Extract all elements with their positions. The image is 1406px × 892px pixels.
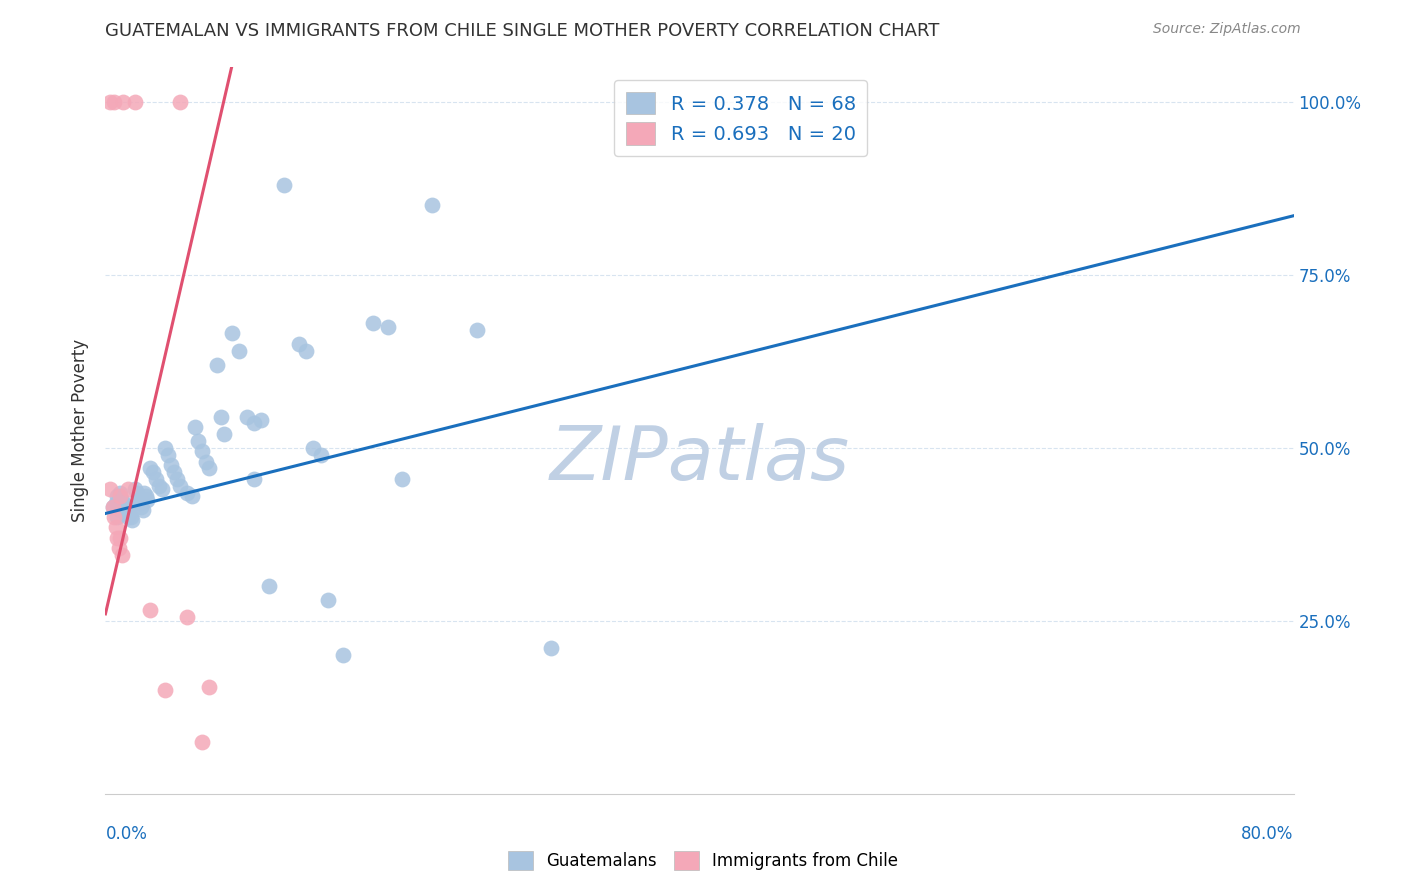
Point [316, 593, 339, 607]
Y-axis label: Single Mother Poverty: Single Mother Poverty [72, 339, 90, 522]
Point [114, 507, 136, 521]
Point [169, 95, 191, 109]
Point [332, 648, 354, 663]
Point [176, 485, 198, 500]
Point [110, 489, 132, 503]
Point [142, 465, 165, 479]
Point [243, 417, 266, 431]
Point [127, 489, 149, 503]
Point [302, 441, 325, 455]
Point [163, 465, 186, 479]
Point [257, 579, 280, 593]
Point [540, 641, 562, 656]
Point [377, 319, 399, 334]
Point [139, 461, 162, 475]
Legend: Guatemalans, Immigrants from Chile: Guatemalans, Immigrants from Chile [502, 844, 904, 877]
Point [121, 513, 143, 527]
Point [183, 420, 205, 434]
Point [166, 472, 188, 486]
Point [198, 461, 221, 475]
Point [114, 503, 136, 517]
Point [117, 482, 139, 496]
Point [153, 683, 176, 698]
Point [105, 531, 128, 545]
Point [169, 479, 191, 493]
Text: Source: ZipAtlas.com: Source: ZipAtlas.com [1153, 22, 1301, 37]
Text: 80.0%: 80.0% [1241, 825, 1294, 843]
Point [250, 413, 273, 427]
Point [132, 485, 155, 500]
Point [125, 485, 148, 500]
Point [108, 500, 131, 514]
Point [105, 510, 128, 524]
Point [129, 500, 152, 514]
Point [118, 507, 141, 521]
Point [198, 680, 221, 694]
Point [110, 531, 132, 545]
Point [117, 510, 139, 524]
Point [124, 95, 146, 109]
Point [104, 520, 127, 534]
Text: 0.0%: 0.0% [105, 825, 148, 843]
Point [145, 472, 167, 486]
Point [112, 500, 135, 514]
Point [156, 448, 179, 462]
Point [243, 472, 266, 486]
Point [135, 489, 157, 503]
Point [186, 434, 208, 448]
Point [105, 489, 128, 503]
Point [209, 409, 232, 424]
Point [361, 316, 384, 330]
Point [139, 603, 162, 617]
Point [287, 336, 309, 351]
Point [273, 178, 295, 192]
Point [153, 441, 176, 455]
Point [103, 510, 125, 524]
Point [110, 485, 132, 500]
Legend: R = 0.378   N = 68, R = 0.693   N = 20: R = 0.378 N = 68, R = 0.693 N = 20 [614, 80, 868, 156]
Point [309, 448, 332, 462]
Point [101, 500, 124, 514]
Point [120, 510, 142, 524]
Point [159, 458, 181, 472]
Point [128, 496, 150, 510]
Point [295, 343, 318, 358]
Point [214, 426, 236, 441]
Point [176, 610, 198, 624]
Text: ZIPatlas: ZIPatlas [550, 424, 849, 495]
Point [112, 95, 135, 109]
Point [191, 735, 214, 749]
Point [110, 503, 132, 517]
Point [98, 482, 121, 496]
Point [101, 500, 124, 514]
Point [111, 492, 134, 507]
Point [98, 95, 121, 109]
Point [148, 479, 170, 493]
Point [420, 198, 443, 212]
Point [150, 482, 173, 496]
Point [136, 492, 159, 507]
Text: GUATEMALAN VS IMMIGRANTS FROM CHILE SINGLE MOTHER POVERTY CORRELATION CHART: GUATEMALAN VS IMMIGRANTS FROM CHILE SING… [105, 22, 939, 40]
Point [112, 496, 135, 510]
Point [115, 503, 138, 517]
Point [228, 343, 250, 358]
Point [124, 482, 146, 496]
Point [104, 496, 127, 510]
Point [465, 323, 488, 337]
Point [111, 548, 134, 562]
Point [117, 500, 139, 514]
Point [108, 541, 131, 555]
Point [205, 358, 228, 372]
Point [191, 444, 214, 458]
Point [180, 489, 202, 503]
Point [235, 409, 257, 424]
Point [221, 326, 243, 341]
Point [391, 472, 413, 486]
Point [103, 95, 125, 109]
Point [131, 503, 153, 517]
Point [195, 454, 218, 468]
